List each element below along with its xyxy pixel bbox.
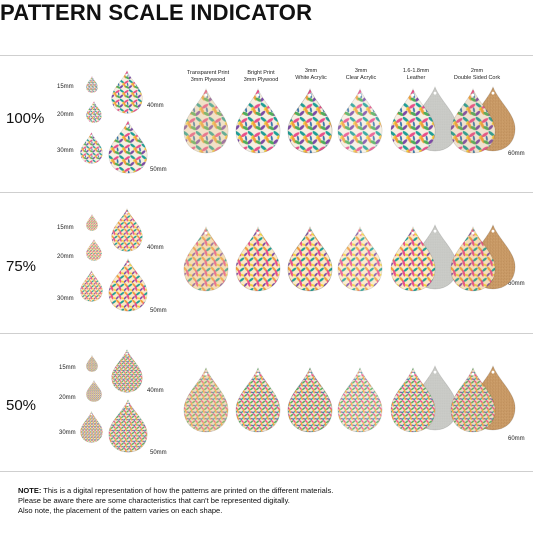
size-label-20mm: 20mm: [59, 395, 76, 401]
teardrop-transparent-plywood: [183, 88, 229, 154]
scale-label-75: 75%: [6, 258, 37, 275]
teardrop-50mm: [108, 399, 148, 453]
teardrop-30mm: [80, 132, 103, 164]
size-label-30mm: 30mm: [59, 430, 76, 436]
teardrop-15mm: [86, 355, 98, 372]
scale-label-50: 50%: [6, 397, 37, 414]
note-text: NOTE: This is a digital representation o…: [18, 486, 334, 515]
size-label-40mm: 40mm: [147, 103, 164, 109]
teardrop-clear-acrylic: [337, 88, 383, 154]
teardrop-50mm: [108, 258, 148, 312]
size-label-15mm: 15mm: [57, 84, 74, 90]
teardrop-15mm: [86, 214, 98, 231]
size-label-20mm: 20mm: [57, 112, 74, 118]
size-label-30mm: 30mm: [57, 296, 74, 302]
teardrop-transparent-plywood: [183, 367, 229, 433]
size-label-60mm: 60mm: [508, 436, 525, 442]
size-label-50mm: 50mm: [150, 308, 167, 314]
size-label-50mm: 50mm: [150, 167, 167, 173]
size-label-50mm: 50mm: [150, 450, 167, 456]
teardrop-40mm: [111, 349, 143, 393]
material-label-transparent-plywood: Transparent Print 3mm Plywood: [186, 70, 230, 83]
section-divider: [0, 471, 533, 472]
teardrop-20mm: [86, 101, 102, 123]
size-label-15mm: 15mm: [57, 225, 74, 231]
material-label-white-acrylic: 3mm White Acrylic: [295, 68, 327, 81]
teardrop-clear-acrylic: [337, 226, 383, 292]
teardrop-transparent-plywood: [183, 226, 229, 292]
size-label-60mm: 60mm: [508, 281, 525, 287]
teardrop-leather-front: [390, 226, 436, 292]
teardrop-20mm: [86, 380, 102, 402]
teardrop-cork-front: [450, 88, 496, 154]
teardrop-40mm: [111, 208, 143, 252]
size-label-30mm: 30mm: [57, 148, 74, 154]
section-divider: [0, 333, 533, 334]
teardrop-white-acrylic: [287, 367, 333, 433]
size-label-40mm: 40mm: [147, 388, 164, 394]
size-label-15mm: 15mm: [59, 365, 76, 371]
teardrop-leather-front: [390, 367, 436, 433]
teardrop-20mm: [86, 239, 102, 261]
teardrop-30mm: [80, 270, 103, 302]
teardrop-cork-front: [450, 367, 496, 433]
teardrop-50mm: [108, 120, 148, 174]
teardrop-white-acrylic: [287, 88, 333, 154]
teardrop-leather-front: [390, 88, 436, 154]
size-label-60mm: 60mm: [508, 151, 525, 157]
size-label-40mm: 40mm: [147, 245, 164, 251]
teardrop-cork-front: [450, 226, 496, 292]
teardrop-30mm: [80, 411, 103, 443]
scale-label-100: 100%: [6, 110, 45, 127]
material-label-bright-plywood: Bright Print 3mm Plywood: [243, 70, 279, 83]
material-label-leather: 1.6-1.8mm Leather: [402, 68, 430, 81]
section-divider: [0, 55, 533, 56]
teardrop-bright-plywood: [235, 226, 281, 292]
teardrop-40mm: [111, 70, 143, 114]
teardrop-white-acrylic: [287, 226, 333, 292]
teardrop-bright-plywood: [235, 367, 281, 433]
teardrop-clear-acrylic: [337, 367, 383, 433]
size-label-20mm: 20mm: [57, 254, 74, 260]
teardrop-15mm: [86, 76, 98, 93]
teardrop-bright-plywood: [235, 88, 281, 154]
page-title: PATTERN SCALE INDICATOR: [0, 0, 313, 25]
section-divider: [0, 192, 533, 193]
material-label-clear-acrylic: 3mm Clear Acrylic: [345, 68, 377, 81]
material-label-cork: 2mm Double Sided Cork: [453, 68, 501, 81]
